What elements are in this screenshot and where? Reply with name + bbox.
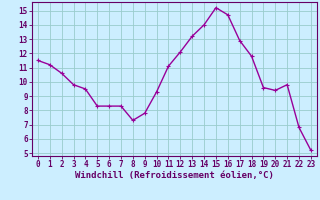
X-axis label: Windchill (Refroidissement éolien,°C): Windchill (Refroidissement éolien,°C) — [75, 171, 274, 180]
